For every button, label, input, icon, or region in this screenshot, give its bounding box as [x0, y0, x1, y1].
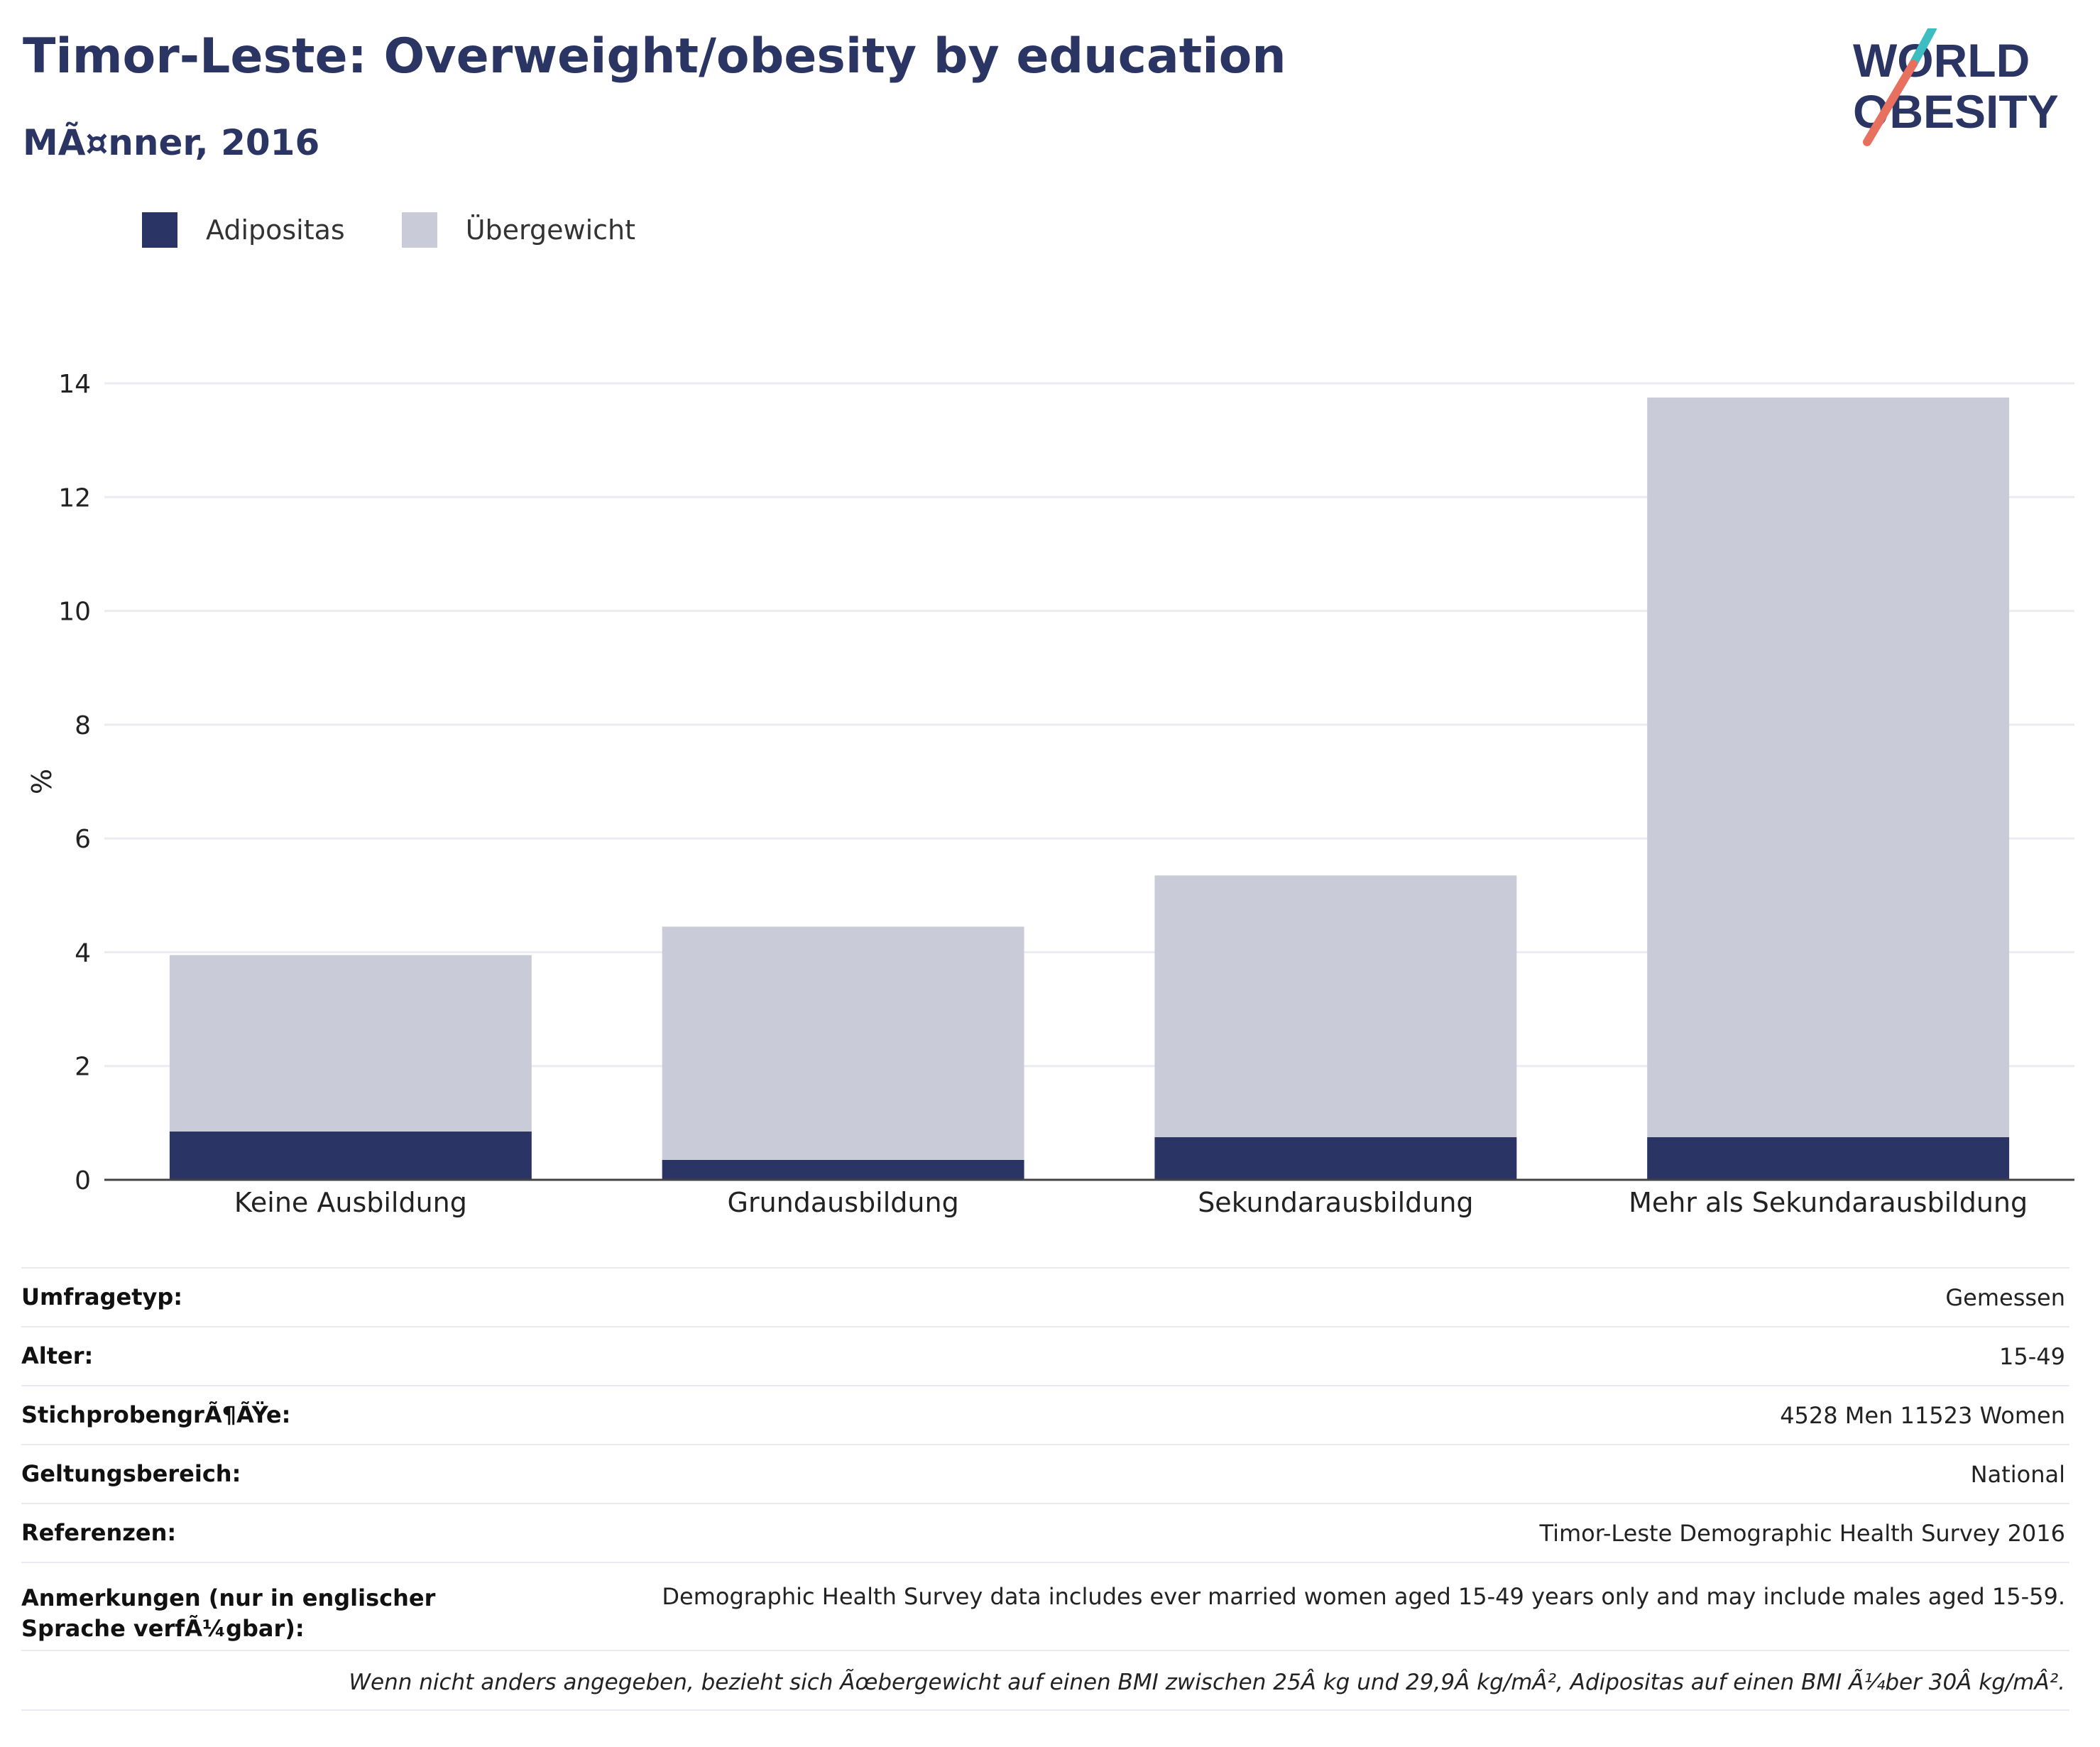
info-row-survey-type: Umfragetyp: Gemessen [21, 1269, 2069, 1327]
x-tick-label: Grundausbildung [728, 1187, 959, 1218]
info-label: Geltungsbereich: [21, 1460, 241, 1487]
y-tick-label: 6 [75, 825, 91, 854]
bar-overweight [169, 955, 532, 1132]
info-label: Alter: [21, 1342, 94, 1369]
bar-obesity [169, 1131, 532, 1180]
info-value: Timor-Leste Demographic Health Survey 20… [1539, 1519, 2065, 1547]
y-tick-label: 10 [58, 598, 91, 627]
info-value: Gemessen [1945, 1283, 2065, 1311]
legend-label-overweight: Übergewicht [465, 214, 635, 246]
x-tick-label: Keine Ausbildung [234, 1187, 467, 1218]
bar-overweight [1154, 875, 1517, 1137]
y-tick-label: 12 [58, 483, 91, 513]
legend-item-obesity: Adipositas [142, 212, 345, 248]
info-row-sample-size: StichprobengrÃ¶ÃŸe: 4528 Men 11523 Women [21, 1386, 2069, 1445]
bar-obesity [1647, 1137, 2010, 1180]
info-value: Demographic Health Survey data includes … [662, 1583, 2065, 1610]
legend-swatch-overweight [401, 212, 437, 248]
info-row-notes: Anmerkungen (nur in englischer Sprache v… [21, 1563, 2069, 1651]
x-tick-label: Sekundarausbildung [1198, 1187, 1473, 1218]
info-label: Referenzen: [21, 1518, 177, 1546]
legend-item-overweight: Übergewicht [401, 212, 635, 248]
info-label: Umfragetyp: [21, 1283, 183, 1310]
logo-line1: WORLD [1853, 34, 2030, 87]
legend-label-obesity: Adipositas [206, 214, 345, 246]
chart-title: Timor-Leste: Overweight/obesity by educa… [23, 28, 1286, 84]
info-row-references: Referenzen: Timor-Leste Demographic Heal… [21, 1504, 2069, 1563]
bar-obesity [662, 1159, 1024, 1180]
bar-chart: 0 2 4 6 8 10 12 14% Keine Ausbildung Grundausbild… [26, 370, 2074, 1218]
info-row-age: Alter: 15-49 [21, 1327, 2069, 1386]
x-tick-label: Mehr als Sekundarausbildung [1629, 1187, 2028, 1218]
legend-swatch-obesity [142, 212, 177, 248]
bmi-footnote: Wenn nicht anders angegeben, bezieht sic… [21, 1654, 2069, 1711]
logo-slash-teal [1909, 28, 1937, 68]
logo-slash-red [1863, 60, 1918, 146]
chart-subtitle: MÃ¤nner, 2016 [23, 122, 320, 163]
info-value: 15-49 [1999, 1342, 2065, 1370]
y-tick-label: 14 [58, 370, 91, 399]
bar-overweight [662, 926, 1024, 1160]
bar-obesity [1154, 1137, 1517, 1180]
info-label: StichprobengrÃ¶ÃŸe: [21, 1401, 291, 1428]
y-tick-label: 2 [75, 1053, 91, 1082]
survey-info-table: Umfragetyp: Gemessen Alter: 15-49 Stichp… [21, 1267, 2069, 1651]
info-row-coverage: Geltungsbereich: National [21, 1445, 2069, 1504]
info-value: 4528 Men 11523 Women [1780, 1401, 2065, 1429]
chart-legend: Adipositas Übergewicht [142, 211, 692, 249]
info-value: National [1970, 1460, 2065, 1488]
y-axis-title: % [26, 769, 58, 794]
y-tick-label: 4 [75, 938, 91, 968]
info-label: Anmerkungen (nur in englischer Sprache v… [21, 1584, 436, 1643]
world-obesity-logo: WORLD OBESITY [1853, 28, 2059, 146]
bar-overweight [1647, 398, 2010, 1137]
y-tick-label: 0 [75, 1166, 91, 1195]
y-tick-label: 8 [75, 711, 91, 740]
